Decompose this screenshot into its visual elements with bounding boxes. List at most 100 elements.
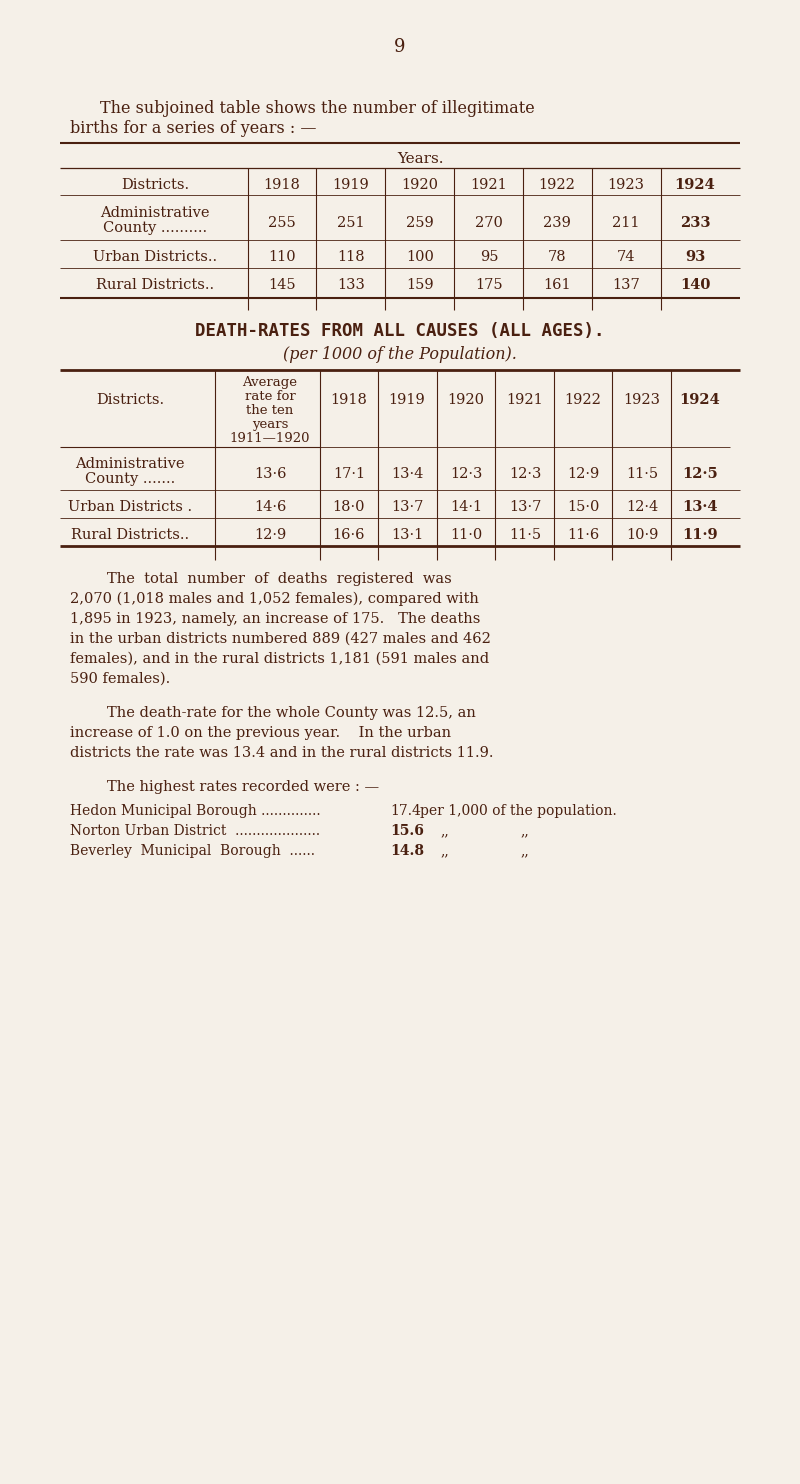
- Text: 18·0: 18·0: [333, 500, 366, 513]
- Text: 1918: 1918: [330, 393, 367, 407]
- Text: 1911—1920: 1911—1920: [230, 432, 310, 445]
- Text: 12·3: 12·3: [509, 467, 541, 481]
- Text: 259: 259: [406, 217, 434, 230]
- Text: 1921: 1921: [470, 178, 507, 191]
- Text: 9: 9: [394, 39, 406, 56]
- Text: 13·6: 13·6: [254, 467, 286, 481]
- Text: Urban Districts..: Urban Districts..: [93, 249, 217, 264]
- Text: Beverley  Municipal  Borough  ......: Beverley Municipal Borough ......: [70, 844, 315, 858]
- Text: 1924: 1924: [680, 393, 720, 407]
- Text: (per 1000 of the Population).: (per 1000 of the Population).: [283, 346, 517, 364]
- Text: 13·4: 13·4: [391, 467, 423, 481]
- Text: 1920: 1920: [402, 178, 438, 191]
- Text: 175: 175: [475, 278, 503, 292]
- Text: Urban Districts .: Urban Districts .: [68, 500, 192, 513]
- Text: 14·6: 14·6: [254, 500, 286, 513]
- Text: 1921: 1921: [506, 393, 543, 407]
- Text: The subjoined table shows the number of illegitimate: The subjoined table shows the number of …: [100, 99, 534, 117]
- Text: 78: 78: [548, 249, 566, 264]
- Text: births for a series of years : —: births for a series of years : —: [70, 120, 317, 137]
- Text: ,,: ,,: [520, 844, 529, 858]
- Text: Hedon Municipal Borough ..............: Hedon Municipal Borough ..............: [70, 804, 321, 818]
- Text: 1923: 1923: [607, 178, 645, 191]
- Text: 11·9: 11·9: [682, 528, 718, 542]
- Text: 17·1: 17·1: [333, 467, 365, 481]
- Text: 255: 255: [268, 217, 296, 230]
- Text: 1924: 1924: [674, 178, 715, 191]
- Text: 1923: 1923: [623, 393, 661, 407]
- Text: Districts.: Districts.: [121, 178, 189, 191]
- Text: 2,070 (1,018 males and 1,052 females), compared with: 2,070 (1,018 males and 1,052 females), c…: [70, 592, 479, 607]
- Text: 14.8: 14.8: [390, 844, 424, 858]
- Text: 590 females).: 590 females).: [70, 672, 170, 686]
- Text: 13·7: 13·7: [509, 500, 541, 513]
- Text: 13·4: 13·4: [682, 500, 718, 513]
- Text: 140: 140: [680, 278, 710, 292]
- Text: 100: 100: [406, 249, 434, 264]
- Text: The death-rate for the whole County was 12.5, an: The death-rate for the whole County was …: [70, 706, 476, 720]
- Text: 110: 110: [268, 249, 296, 264]
- Text: 1922: 1922: [538, 178, 575, 191]
- Text: 11·5: 11·5: [509, 528, 541, 542]
- Text: 12·4: 12·4: [626, 500, 658, 513]
- Text: districts the rate was 13.4 and in the rural districts 11.9.: districts the rate was 13.4 and in the r…: [70, 746, 494, 760]
- Text: 13·7: 13·7: [391, 500, 423, 513]
- Text: increase of 1.0 on the previous year.    In the urban: increase of 1.0 on the previous year. In…: [70, 726, 451, 741]
- Text: 133: 133: [337, 278, 365, 292]
- Text: 145: 145: [268, 278, 296, 292]
- Text: 13·1: 13·1: [391, 528, 423, 542]
- Text: Rural Districts..: Rural Districts..: [96, 278, 214, 292]
- Text: 11·5: 11·5: [626, 467, 658, 481]
- Text: 1920: 1920: [447, 393, 485, 407]
- Text: Rural Districts..: Rural Districts..: [71, 528, 189, 542]
- Text: 1919: 1919: [333, 178, 370, 191]
- Text: 11·0: 11·0: [450, 528, 482, 542]
- Text: 15·0: 15·0: [567, 500, 599, 513]
- Text: Norton Urban District  ....................: Norton Urban District ..................…: [70, 824, 320, 838]
- Text: Average: Average: [242, 375, 298, 389]
- Text: DEATH-RATES FROM ALL CAUSES (ALL AGES).: DEATH-RATES FROM ALL CAUSES (ALL AGES).: [195, 322, 605, 340]
- Text: 16·6: 16·6: [333, 528, 366, 542]
- Text: 15.6: 15.6: [390, 824, 424, 838]
- Text: County .......: County .......: [85, 472, 175, 485]
- Text: the ten: the ten: [246, 404, 294, 417]
- Text: 1,895 in 1923, namely, an increase of 175.   The deaths: 1,895 in 1923, namely, an increase of 17…: [70, 611, 480, 626]
- Text: 159: 159: [406, 278, 434, 292]
- Text: 12·9: 12·9: [567, 467, 599, 481]
- Text: 12·3: 12·3: [450, 467, 482, 481]
- Text: 239: 239: [543, 217, 571, 230]
- Text: 74: 74: [617, 249, 635, 264]
- Text: 1922: 1922: [565, 393, 602, 407]
- Text: 1918: 1918: [263, 178, 301, 191]
- Text: ,,: ,,: [520, 824, 529, 838]
- Text: 12·9: 12·9: [254, 528, 286, 542]
- Text: per 1,000 of the population.: per 1,000 of the population.: [420, 804, 617, 818]
- Text: 10·9: 10·9: [626, 528, 658, 542]
- Text: 137: 137: [612, 278, 640, 292]
- Text: 11·6: 11·6: [567, 528, 599, 542]
- Text: years: years: [252, 418, 288, 430]
- Text: 93: 93: [685, 249, 705, 264]
- Text: in the urban districts numbered 889 (427 males and 462: in the urban districts numbered 889 (427…: [70, 632, 491, 646]
- Text: 14·1: 14·1: [450, 500, 482, 513]
- Text: 12·5: 12·5: [682, 467, 718, 481]
- Text: 211: 211: [612, 217, 640, 230]
- Text: rate for: rate for: [245, 390, 295, 404]
- Text: Years.: Years.: [397, 151, 443, 166]
- Text: Districts.: Districts.: [96, 393, 164, 407]
- Text: 17.4: 17.4: [390, 804, 421, 818]
- Text: 233: 233: [680, 217, 710, 230]
- Text: 118: 118: [337, 249, 365, 264]
- Text: ,,: ,,: [440, 824, 449, 838]
- Text: 95: 95: [480, 249, 498, 264]
- Text: County ..........: County ..........: [103, 221, 207, 234]
- Text: 270: 270: [475, 217, 503, 230]
- Text: 1919: 1919: [389, 393, 426, 407]
- Text: ,,: ,,: [440, 844, 449, 858]
- Text: Administrative: Administrative: [100, 206, 210, 220]
- Text: 161: 161: [543, 278, 571, 292]
- Text: The  total  number  of  deaths  registered  was: The total number of deaths registered wa…: [70, 571, 452, 586]
- Text: Administrative: Administrative: [75, 457, 185, 470]
- Text: females), and in the rural districts 1,181 (591 males and: females), and in the rural districts 1,1…: [70, 651, 489, 666]
- Text: The highest rates recorded were : —: The highest rates recorded were : —: [70, 781, 379, 794]
